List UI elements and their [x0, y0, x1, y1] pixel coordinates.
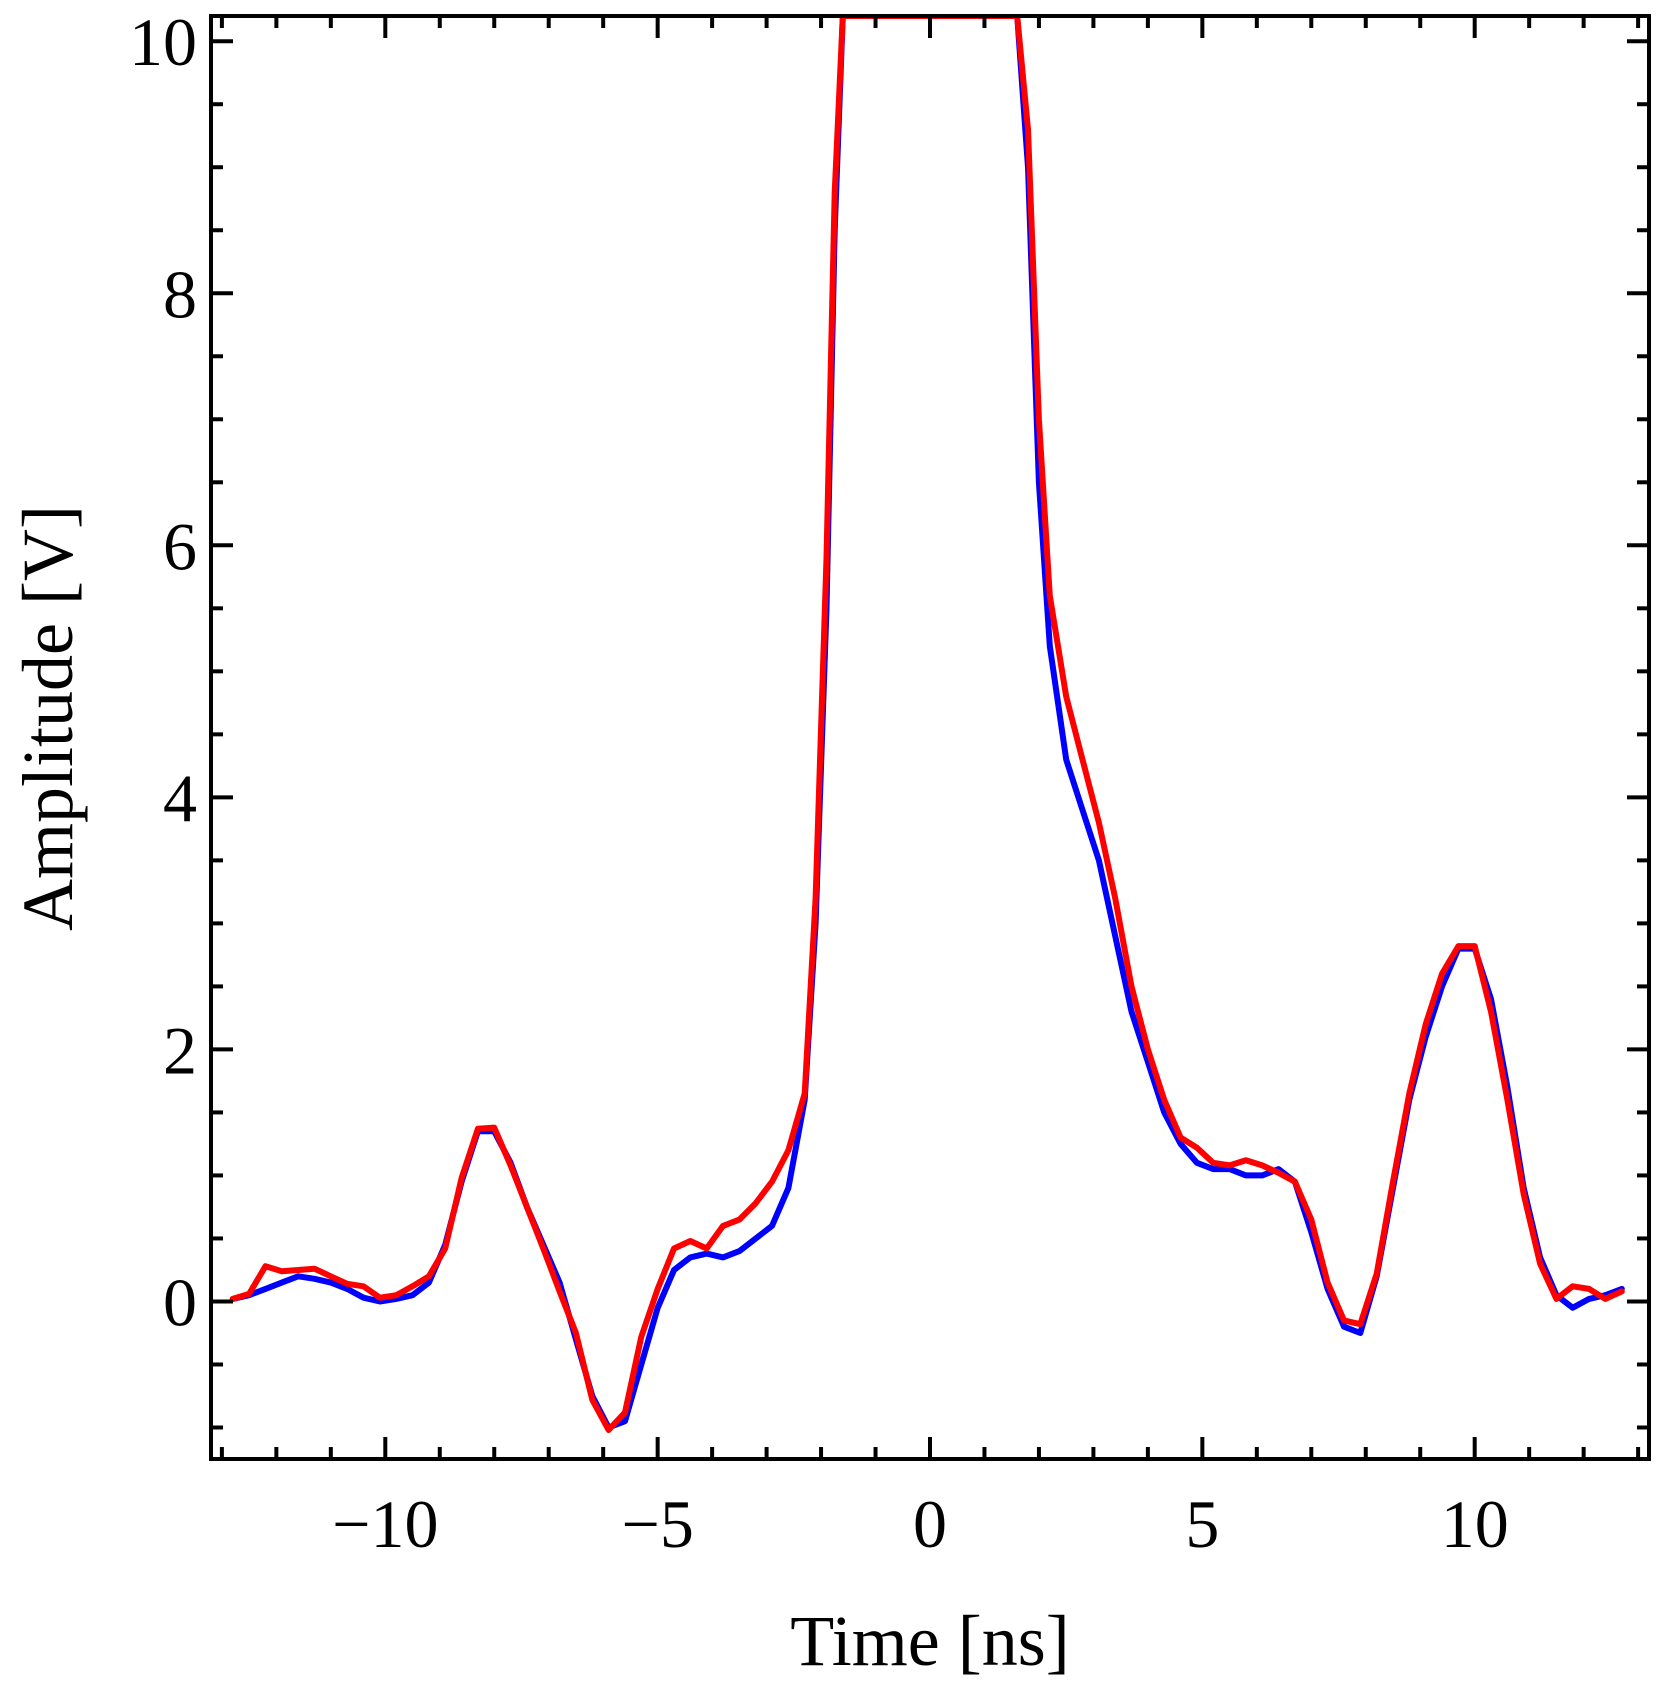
plot-frame: [209, 14, 1651, 1461]
x-tick-label: −5: [621, 1486, 693, 1562]
y-tick-label: 10: [129, 4, 197, 80]
y-tick-label: 2: [163, 1012, 197, 1088]
ticks-layer: −10 −5 0 5 10 0 2 4 6 8 10: [129, 4, 1649, 1562]
x-tick-label: 5: [1185, 1486, 1219, 1562]
y-tick-label: 8: [163, 256, 197, 332]
series-line-2: [229, 16, 1625, 1433]
x-axis-label: Time [ns]: [790, 1601, 1069, 1681]
y-tick-label: 0: [163, 1264, 197, 1340]
x-tick-label: 10: [1441, 1486, 1509, 1562]
series-line-1: [229, 16, 1625, 1431]
y-axis-label: Amplitude [V]: [8, 505, 88, 931]
x-tick-label: −10: [332, 1486, 438, 1562]
y-tick-label: 4: [163, 760, 197, 836]
series-layer: [229, 16, 1625, 1433]
x-tick-label: 0: [913, 1486, 947, 1562]
y-tick-label: 6: [163, 508, 197, 584]
